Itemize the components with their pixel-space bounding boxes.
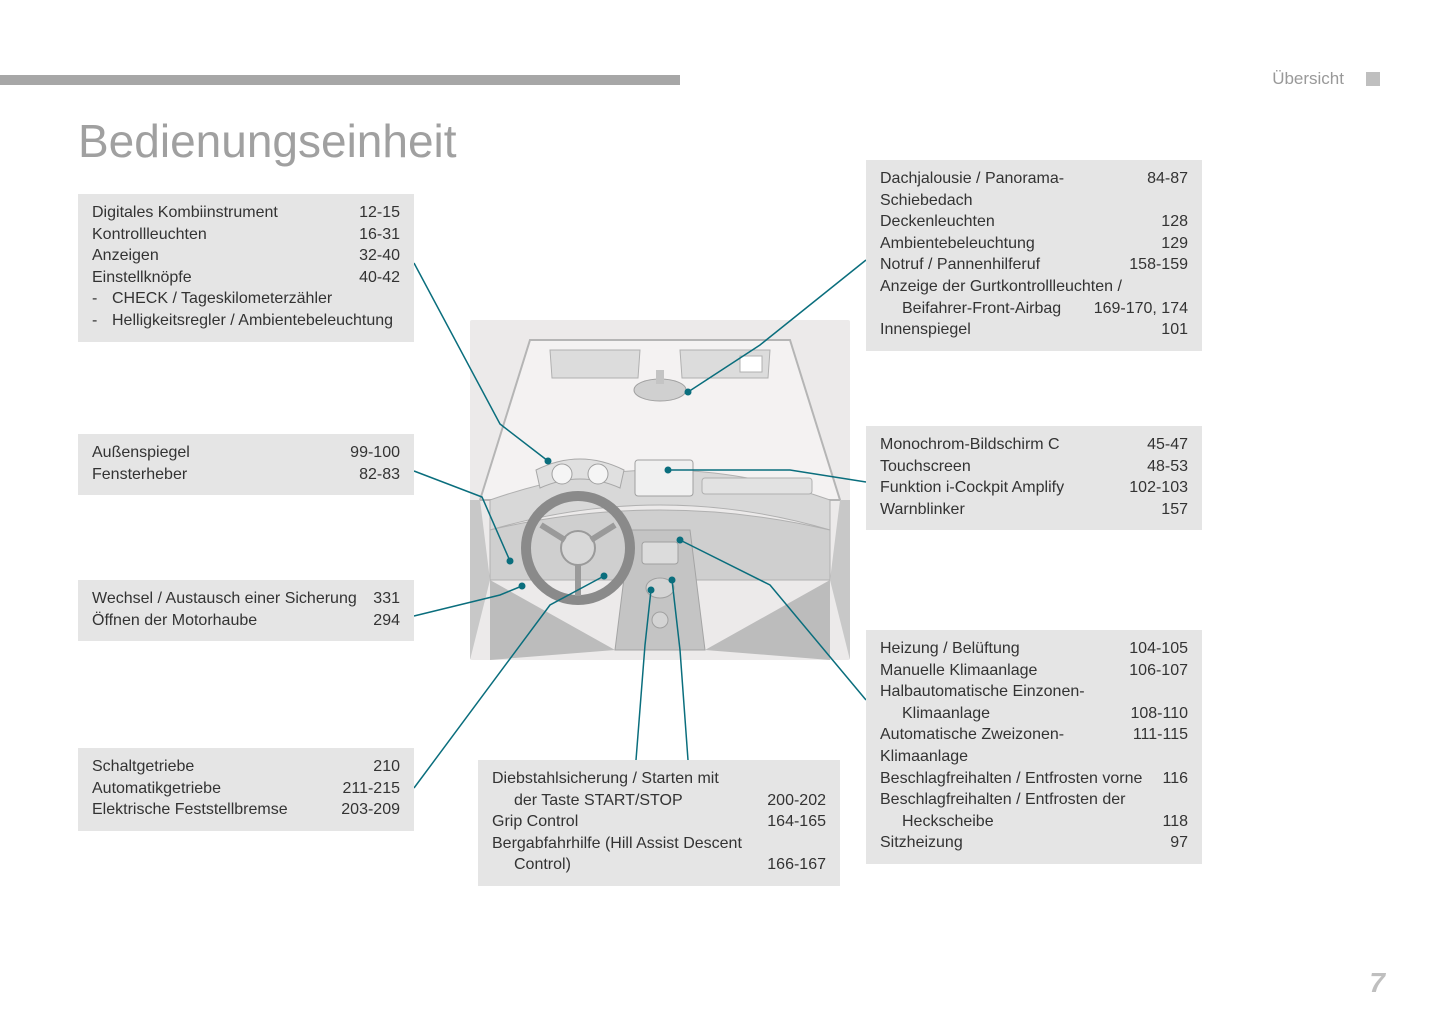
table-row: Diebstahlsicherung / Starten mit der Tas… xyxy=(492,768,826,811)
table-row: Sitzheizung97 xyxy=(880,832,1188,854)
table-row: Notruf / Pannenhilferuf158-159 xyxy=(880,254,1188,276)
list-item: -Helligkeitsregler / Ambientebeleuchtung xyxy=(92,310,400,332)
box-screens: Monochrom-Bildschirm C45-47 Touchscreen4… xyxy=(866,426,1202,530)
table-row: Digitales Kombiinstrument12-15 xyxy=(92,202,400,224)
table-row: Heizung / Belüftung104-105 xyxy=(880,638,1188,660)
table-row: Bergabfahrhilfe (Hill Assist Descent Con… xyxy=(492,833,826,876)
list-item: -CHECK / Tageskilometerzähler xyxy=(92,288,400,310)
dashboard-illustration xyxy=(470,320,850,660)
table-row: Deckenleuchten128 xyxy=(880,211,1188,233)
table-row: Manuelle Klimaanlage106-107 xyxy=(880,660,1188,682)
box-roof-interior: Dachjalousie / Panorama-Schiebedach84-87… xyxy=(866,160,1202,351)
table-row: Anzeige der Gurtkontrollleuchten / Beifa… xyxy=(880,276,1188,319)
table-row: Fensterheber82-83 xyxy=(92,464,400,486)
header-right: Übersicht xyxy=(1272,69,1380,89)
page-number: 7 xyxy=(1369,967,1385,999)
box-mirrors-windows: Außenspiegel99-100 Fensterheber82-83 xyxy=(78,434,414,495)
table-row: Außenspiegel99-100 xyxy=(92,442,400,464)
table-row: Monochrom-Bildschirm C45-47 xyxy=(880,434,1188,456)
box-instrument-cluster: Digitales Kombiinstrument12-15 Kontrolll… xyxy=(78,194,414,342)
header-square-icon xyxy=(1366,72,1380,86)
table-row: Beschlagfreihalten / Entfrosten vorne116 xyxy=(880,768,1188,790)
table-row: Wechsel / Austausch einer Sicherung331 xyxy=(92,588,400,610)
table-row: Einstellknöpfe40-42 xyxy=(92,267,400,289)
table-row: Elektrische Feststellbremse203-209 xyxy=(92,799,400,821)
table-row: Warnblinker157 xyxy=(880,499,1188,521)
table-row: Touchscreen48-53 xyxy=(880,456,1188,478)
page-title: Bedienungseinheit xyxy=(78,114,457,168)
table-row: Ambientebeleuchtung129 xyxy=(880,233,1188,255)
table-row: Beschlagfreihalten / Entfrosten der Heck… xyxy=(880,789,1188,832)
table-row: Grip Control164-165 xyxy=(492,811,826,833)
table-row: Dachjalousie / Panorama-Schiebedach84-87 xyxy=(880,168,1188,211)
box-transmission: Schaltgetriebe210 Automatikgetriebe211-2… xyxy=(78,748,414,831)
table-row: Halbautomatische Einzonen- Klimaanlage10… xyxy=(880,681,1188,724)
section-label: Übersicht xyxy=(1272,69,1344,89)
table-row: Öffnen der Motorhaube294 xyxy=(92,610,400,632)
table-row: Schaltgetriebe210 xyxy=(92,756,400,778)
table-row: Anzeigen32-40 xyxy=(92,245,400,267)
box-starting-grip: Diebstahlsicherung / Starten mit der Tas… xyxy=(478,760,840,886)
table-row: Funktion i-Cockpit Amplify102-103 xyxy=(880,477,1188,499)
table-row: Innenspiegel101 xyxy=(880,319,1188,341)
box-climate: Heizung / Belüftung104-105 Manuelle Klim… xyxy=(866,630,1202,864)
table-row: Automatische Zweizonen-Klimaanlage111-11… xyxy=(880,724,1188,767)
top-bar xyxy=(0,75,680,85)
table-row: Automatikgetriebe211-215 xyxy=(92,778,400,800)
box-fuse-bonnet: Wechsel / Austausch einer Sicherung331 Ö… xyxy=(78,580,414,641)
table-row: Kontrollleuchten16-31 xyxy=(92,224,400,246)
